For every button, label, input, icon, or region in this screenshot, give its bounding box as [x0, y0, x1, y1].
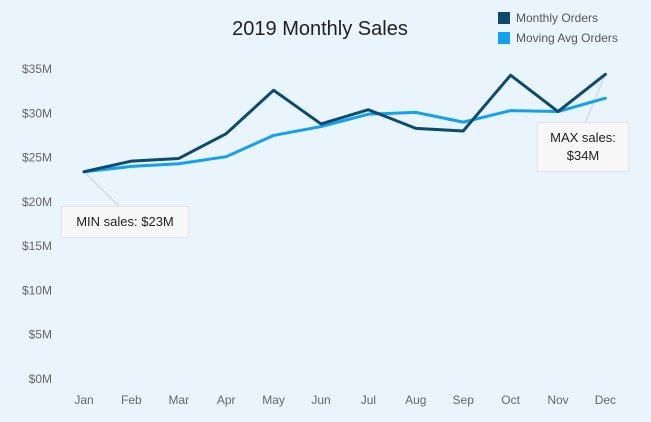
series-lines — [80, 70, 609, 176]
x-tick-label-nov: Nov — [547, 393, 568, 407]
data-point-moving-avg-orders-jul[interactable] — [364, 110, 372, 118]
y-tick-label-0m: $0M — [29, 372, 52, 386]
x-tick-label-jun: Jun — [311, 393, 330, 407]
data-point-moving-avg-orders-mar[interactable] — [175, 160, 183, 168]
data-point-monthly-orders-oct[interactable] — [507, 71, 515, 79]
x-tick-label-may: May — [262, 393, 285, 407]
legend-label-monthly-orders: Monthly Orders — [516, 11, 599, 25]
legend[interactable]: Monthly Orders Moving Avg Orders — [498, 8, 618, 48]
y-tick-label-35m: $35M — [22, 62, 52, 76]
chart-title: 2019 Monthly Sales — [232, 18, 408, 40]
x-axis: Jan Feb Mar Apr May Jun Jul Aug Sep Oct Nov Dec — [74, 393, 616, 407]
data-point-moving-avg-orders-may[interactable] — [270, 131, 278, 139]
y-tick-label-25m: $25M — [22, 151, 52, 165]
series-line-moving-avg-orders[interactable] — [82, 96, 607, 174]
data-point-moving-avg-orders-nov[interactable] — [554, 108, 562, 116]
x-tick-label-oct: Oct — [501, 393, 520, 407]
x-tick-label-mar: Mar — [168, 393, 189, 407]
data-point-monthly-orders-sep[interactable] — [459, 127, 467, 135]
y-tick-label-5m: $5M — [29, 328, 52, 342]
data-point-moving-avg-orders-apr[interactable] — [222, 153, 230, 161]
data-point-moving-avg-orders-dec[interactable] — [601, 94, 609, 102]
data-point-moving-avg-orders-oct[interactable] — [507, 107, 515, 115]
legend-label-moving-avg-orders: Moving Avg Orders — [516, 31, 618, 45]
annotation-leaders — [83, 74, 606, 208]
legend-swatch-moving-avg-orders — [498, 32, 510, 44]
y-tick-label-10m: $10M — [22, 283, 52, 297]
y-tick-label-30m: $30M — [22, 106, 52, 120]
y-tick-label-20m: $20M — [22, 195, 52, 209]
x-tick-label-apr: Apr — [217, 393, 236, 407]
annotation-max-leader — [584, 74, 606, 124]
y-axis: $0M $5M $10M $15M $20M $25M $30M $35M — [22, 62, 52, 386]
x-tick-label-feb: Feb — [121, 393, 142, 407]
x-tick-label-jan: Jan — [74, 393, 93, 407]
data-point-moving-avg-orders-jan[interactable] — [80, 168, 88, 176]
annotation-min-leader — [83, 171, 121, 208]
data-point-moving-avg-orders-sep[interactable] — [459, 118, 467, 126]
data-point-moving-avg-orders-aug[interactable] — [412, 108, 420, 116]
annotation-max-sales: MAX sales: $34M — [537, 122, 629, 172]
annotation-min-sales: MIN sales: $23M — [61, 206, 189, 238]
data-point-monthly-orders-apr[interactable] — [222, 130, 230, 138]
series-line-monthly-orders[interactable] — [82, 72, 607, 174]
x-tick-label-jul: Jul — [361, 393, 376, 407]
legend-swatch-monthly-orders — [498, 12, 510, 24]
x-tick-label-dec: Dec — [595, 393, 616, 407]
data-point-moving-avg-orders-jun[interactable] — [317, 123, 325, 131]
data-point-monthly-orders-dec[interactable] — [601, 70, 609, 78]
y-tick-label-15m: $15M — [22, 239, 52, 253]
data-point-monthly-orders-aug[interactable] — [412, 124, 420, 132]
data-point-moving-avg-orders-feb[interactable] — [127, 162, 135, 170]
legend-item-moving-avg-orders[interactable]: Moving Avg Orders — [498, 28, 618, 48]
x-tick-label-sep: Sep — [453, 393, 475, 407]
data-point-monthly-orders-may[interactable] — [270, 86, 278, 94]
legend-item-monthly-orders[interactable]: Monthly Orders — [498, 8, 618, 28]
x-tick-label-aug: Aug — [405, 393, 426, 407]
